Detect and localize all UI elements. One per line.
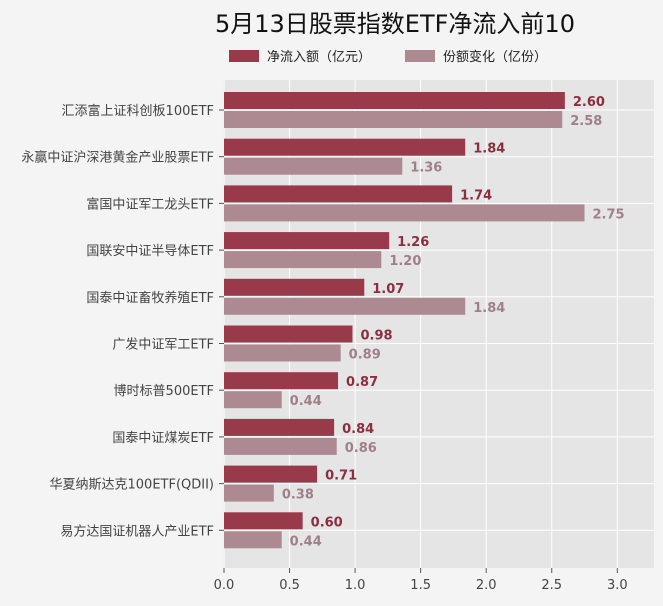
bar-net-inflow	[224, 372, 339, 390]
chart-title: 5月13日股票指数ETF净流入前10	[215, 10, 575, 38]
data-label-share-change: 1.36	[410, 161, 442, 176]
data-label-net-inflow: 0.60	[311, 515, 343, 530]
bar-net-inflow	[224, 325, 353, 343]
data-label-share-change: 1.20	[389, 254, 421, 269]
x-tick-label: 1.5	[410, 578, 431, 593]
category-label: 汇添富上证科创板100ETF	[62, 103, 214, 119]
data-label-share-change: 0.89	[349, 348, 381, 363]
bar-share-change	[224, 297, 466, 315]
data-label-share-change: 0.86	[345, 441, 377, 456]
bar-net-inflow	[224, 92, 565, 109]
bar-net-inflow	[224, 465, 318, 483]
bar-share-change	[224, 251, 382, 269]
bar-share-change	[224, 111, 563, 128]
category-label: 国泰中证畜牧养殖ETF	[86, 290, 214, 306]
data-label-share-change: 1.84	[473, 301, 505, 316]
x-tick-label: 1.0	[345, 578, 366, 593]
data-label-share-change: 2.75	[593, 207, 625, 222]
bar-share-change	[224, 531, 282, 549]
data-label-net-inflow: 0.71	[325, 469, 357, 484]
category-label: 华夏纳斯达克100ETF(QDII)	[50, 478, 215, 493]
bar-net-inflow	[224, 418, 335, 436]
x-tick-label: 0.0	[214, 578, 235, 593]
bar-share-change	[224, 391, 282, 409]
category-label: 易方达国证机器人产业ETF	[60, 523, 214, 539]
data-label-net-inflow: 0.87	[346, 375, 378, 390]
bar-net-inflow	[224, 278, 365, 296]
legend-label-share-change: 份额变化（亿份）	[443, 49, 547, 65]
data-label-net-inflow: 1.74	[460, 188, 492, 203]
data-label-net-inflow: 1.26	[397, 235, 429, 250]
legend-label-net-inflow: 净流入额（亿元）	[267, 50, 371, 65]
category-label: 博时标普500ETF	[114, 384, 214, 399]
data-label-net-inflow: 1.07	[372, 282, 404, 297]
data-label-net-inflow: 0.98	[360, 329, 392, 344]
bar-share-change	[224, 344, 341, 362]
category-label: 永赢中证沪深港黄金产业股票ETF	[21, 150, 214, 166]
category-label: 国联安中证半导体ETF	[86, 244, 214, 259]
bar-net-inflow	[224, 138, 466, 156]
legend-swatch-net-inflow	[229, 50, 259, 62]
bar-net-inflow	[224, 232, 390, 250]
category-label: 国泰中证煤炭ETF	[112, 431, 214, 446]
bar-share-change	[224, 484, 274, 502]
legend-swatch-share-change	[405, 50, 435, 62]
data-label-share-change: 2.58	[570, 114, 602, 129]
data-label-share-change: 0.44	[290, 394, 322, 409]
data-label-net-inflow: 2.60	[573, 95, 605, 110]
x-tick-label: 3.0	[607, 578, 628, 593]
bar-net-inflow	[224, 185, 453, 203]
bar-net-inflow	[224, 512, 303, 530]
x-tick-label: 2.5	[541, 578, 562, 593]
category-label: 富国中证军工龙头ETF	[86, 196, 214, 212]
data-label-net-inflow: 1.84	[473, 142, 505, 157]
data-label-share-change: 0.44	[290, 534, 322, 549]
category-label: 广发中证军工ETF	[112, 337, 214, 353]
x-tick-label: 0.5	[279, 578, 300, 593]
data-label-net-inflow: 0.84	[342, 422, 374, 437]
x-tick-label: 2.0	[476, 578, 497, 593]
bar-share-change	[224, 157, 403, 175]
bar-share-change	[224, 204, 585, 222]
bar-share-change	[224, 437, 337, 455]
data-label-share-change: 0.38	[282, 488, 314, 503]
